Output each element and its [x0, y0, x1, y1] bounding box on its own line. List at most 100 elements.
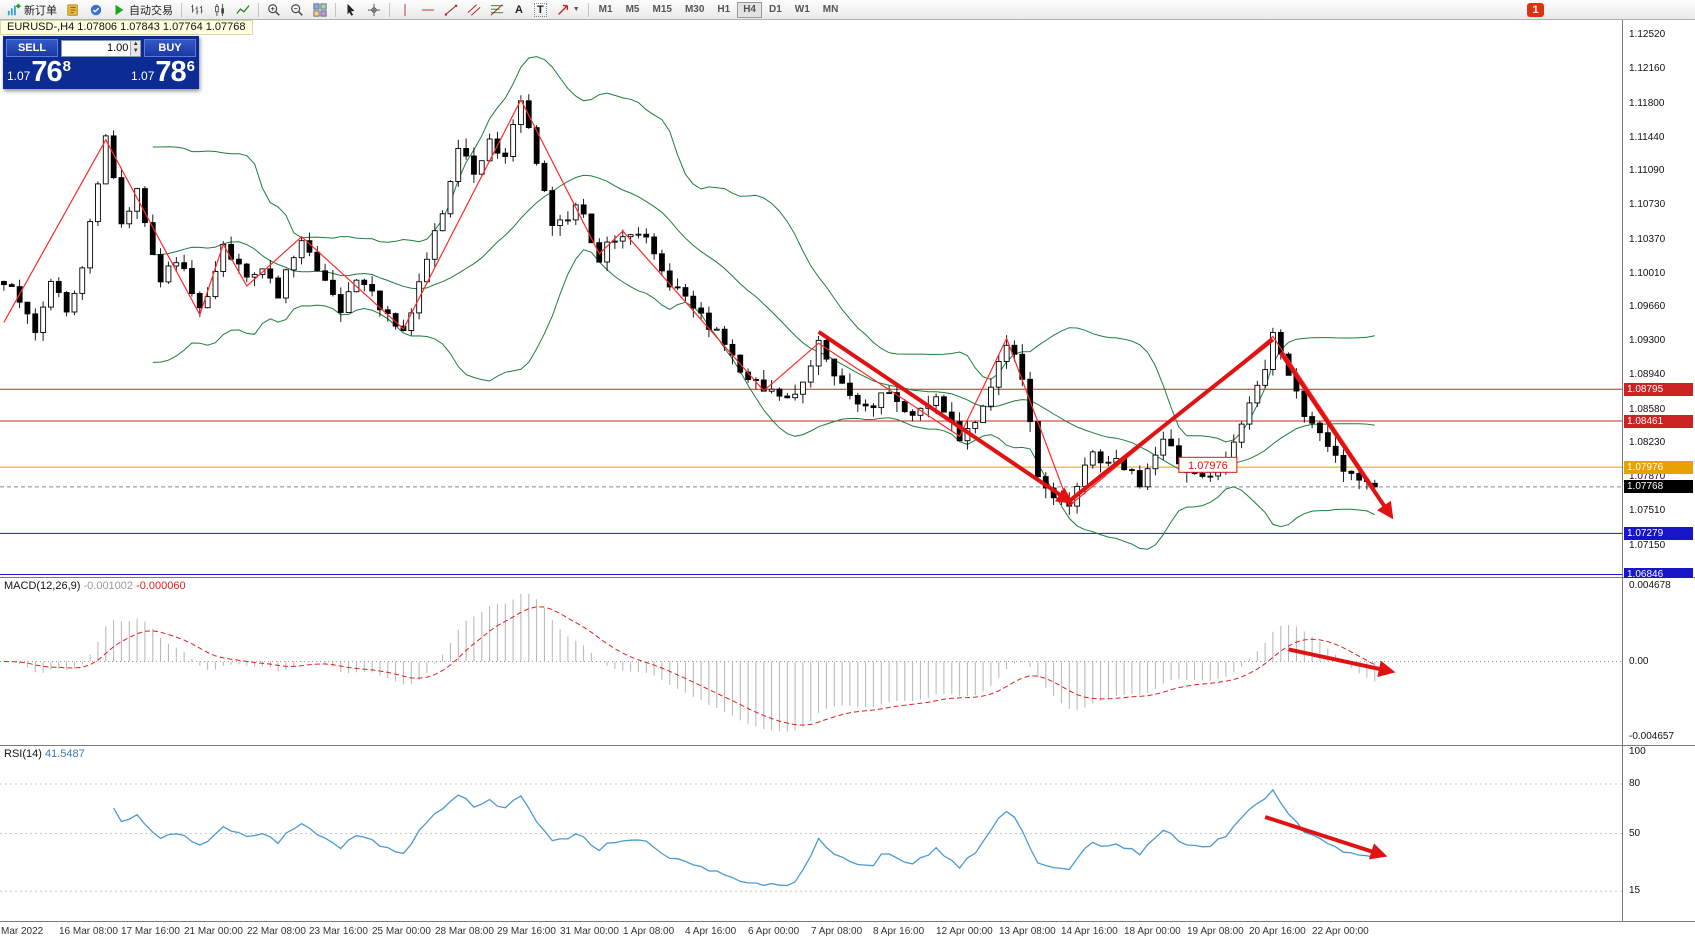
time-label: 1 Apr 08:00 [623, 926, 675, 937]
price-tick: 1.08230 [1629, 437, 1666, 448]
price-tick: 1.07870 [1629, 471, 1666, 482]
trendline-tool-button[interactable] [440, 1, 462, 19]
time-label: 22 Apr 00:00 [1312, 926, 1369, 937]
new-order-label: 新订单 [24, 4, 57, 17]
toolbar-separator [389, 2, 390, 17]
price-tick: 1.08580 [1629, 404, 1666, 415]
sell-price-display: 1.07 76 8 [7, 58, 71, 87]
timeframe-d1-button[interactable]: D1 [768, 3, 782, 15]
main-chart-panel: 1.07976 1.12520 1.12160 1.11800 1.11440 1.11… [0, 20, 1695, 581]
chart-window: 1.07976 1.12520 1.12160 1.11800 1.11440 1.11… [0, 20, 1695, 941]
zoom-in-icon [267, 3, 281, 17]
crosshair-button[interactable] [363, 1, 385, 19]
time-label: 20 Apr 16:00 [1249, 926, 1306, 937]
line-chart-icon [236, 3, 250, 17]
buy-price-display: 1.07 78 6 [131, 56, 195, 88]
buy-button[interactable]: BUY [144, 39, 196, 57]
fibonacci-tool-button[interactable] [486, 1, 508, 19]
one-click-trading-widget: SELL ▲ ▼ BUY 1.07 76 8 1.07 [3, 36, 199, 89]
rsi-scale-tick: 80 [1629, 778, 1641, 789]
toolbar-separator [181, 2, 182, 17]
macd-scale[interactable]: 0.004678 0.00 -0.004657 [1622, 578, 1695, 745]
chart-ohlc-header: EURUSD-,H4 1.07806 1.07843 1.07764 1.077… [0, 20, 253, 35]
price-tick: 1.11090 [1629, 165, 1665, 176]
notification-badge[interactable]: 1 [1527, 2, 1544, 17]
new-order-button[interactable]: 新订单 [3, 1, 61, 19]
timeframe-m1-button[interactable]: M1 [598, 3, 613, 15]
timeframe-m30-button[interactable]: M30 [684, 3, 705, 15]
sell-price-prefix: 1.07 [7, 69, 31, 83]
time-label: 16 Mar 08:00 [59, 926, 118, 937]
zoom-in-button[interactable] [263, 1, 285, 19]
macd-signal-value: -0.000060 [136, 580, 186, 592]
rsi-canvas[interactable] [0, 746, 1622, 921]
bollinger-bands [152, 56, 1376, 550]
time-label: 22 Mar 08:00 [247, 926, 306, 937]
volume-up-button[interactable]: ▲ [130, 40, 140, 48]
cursor-button[interactable] [340, 1, 362, 19]
metaeditor-button[interactable] [62, 1, 84, 19]
price-tick: 1.11800 [1629, 98, 1665, 109]
toolbar: 新订单 自动交易 A T ▼ M1 M5 M15 M30 H1 H4 D1 W1… [0, 0, 1695, 20]
current-price-label: 1.07768 [1624, 480, 1693, 493]
timeframe-mn-button[interactable]: MN [822, 3, 839, 15]
vertical-line-tool-button[interactable] [394, 1, 416, 19]
autotrading-label: 自动交易 [129, 4, 173, 17]
autotrading-button[interactable]: 自动交易 [108, 1, 177, 19]
buy-price-big: 78 [155, 56, 186, 88]
text-tool-button[interactable]: A [509, 1, 529, 19]
rsi-line [113, 788, 1375, 887]
rsi-name: RSI(14) [4, 748, 42, 760]
main-chart-canvas[interactable]: 1.07976 [0, 20, 1622, 577]
price-tick: 1.12520 [1629, 29, 1666, 40]
sell-button[interactable]: SELL [6, 39, 58, 57]
time-label: 14 Apr 16:00 [1061, 926, 1118, 937]
channel-tool-button[interactable] [463, 1, 485, 19]
tile-windows-button[interactable] [309, 1, 331, 19]
rsi-scale-tick: 100 [1629, 746, 1646, 757]
label-tool-button[interactable]: T [530, 1, 551, 19]
market-button[interactable] [85, 1, 107, 19]
crosshair-icon [367, 3, 381, 17]
macd-main-value: -0.001002 [83, 580, 134, 592]
timeframe-m15-button[interactable]: M15 [652, 3, 672, 15]
macd-trend-arrow [1288, 647, 1396, 678]
price-tick: 1.11440 [1629, 132, 1665, 143]
time-label: 18 Apr 00:00 [1124, 926, 1181, 937]
macd-scale-top: 0.004678 [1629, 580, 1671, 591]
timeframe-w1-button[interactable]: W1 [794, 3, 810, 15]
time-label: 25 Mar 00:00 [372, 926, 431, 937]
rsi-trend-arrow [1264, 815, 1388, 860]
time-label: 31 Mar 00:00 [560, 926, 619, 937]
horizontal-line-tool-button[interactable] [417, 1, 439, 19]
timeframe-m5-button[interactable]: M5 [625, 3, 640, 15]
macd-label: MACD(12,26,9) -0.001002 -0.000060 [4, 580, 186, 592]
time-axis[interactable]: Mar 2022 16 Mar 08:00 17 Mar 16:00 21 Mar 0… [0, 922, 1695, 941]
time-label: 13 Apr 08:00 [999, 926, 1056, 937]
price-tick: 1.10730 [1629, 199, 1666, 210]
macd-scale-zero: 0.00 [1629, 656, 1649, 667]
time-label: 12 Apr 00:00 [936, 926, 993, 937]
volume-down-button[interactable]: ▼ [130, 48, 140, 56]
timeframe-h4-button[interactable]: H4 [737, 1, 762, 18]
rsi-panel: 100 80 50 15 RSI(14) 41.5487 [0, 746, 1695, 922]
zoom-out-icon [290, 3, 304, 17]
macd-name: MACD(12,26,9) [4, 580, 81, 592]
arrow-tool-icon [556, 3, 570, 17]
candlestick-chart-button[interactable] [209, 1, 231, 19]
price-level-label: 1.07279 [1624, 527, 1693, 540]
time-label: 29 Mar 16:00 [497, 926, 556, 937]
volume-input[interactable] [62, 40, 131, 56]
bar-chart-button[interactable] [186, 1, 208, 19]
time-label: 7 Apr 08:00 [811, 926, 863, 937]
rsi-scale[interactable]: 100 80 50 15 [1622, 746, 1695, 921]
price-scale[interactable]: 1.12520 1.12160 1.11800 1.11440 1.11090 1.107… [1622, 20, 1695, 581]
macd-histogram [11, 593, 1376, 732]
price-tick: 1.07510 [1629, 505, 1666, 516]
candlestick-icon [213, 3, 227, 17]
line-chart-button[interactable] [232, 1, 254, 19]
arrows-tool-button[interactable]: ▼ [552, 1, 584, 19]
timeframe-h1-button[interactable]: H1 [717, 3, 731, 15]
macd-canvas[interactable] [0, 578, 1622, 745]
zoom-out-button[interactable] [286, 1, 308, 19]
